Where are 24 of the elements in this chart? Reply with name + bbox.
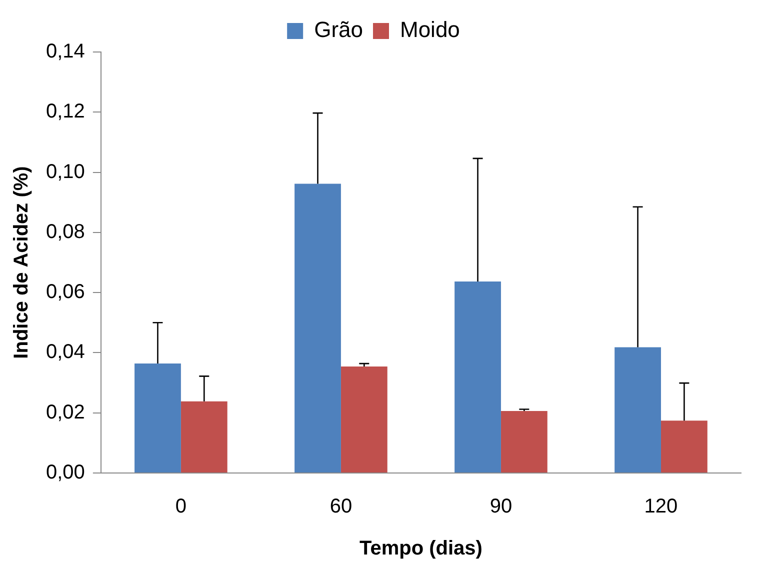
bar: [614, 347, 661, 472]
legend-label: Grão: [314, 17, 364, 42]
y-tick-label: 0,10: [46, 160, 85, 183]
bar: [340, 366, 388, 472]
bar: [454, 281, 501, 472]
y-tick-label: 0,14: [46, 40, 85, 63]
x-tick-label: 120: [644, 496, 678, 518]
y-tick-label: 0,04: [46, 341, 85, 364]
bar: [180, 401, 228, 472]
y-tick-label: 0,00: [46, 462, 85, 484]
x-tick-label: 90: [490, 496, 512, 518]
x-tick-label: 60: [330, 496, 352, 518]
legend-label: Moido: [400, 17, 460, 42]
bar: [660, 420, 708, 472]
bar: [500, 411, 548, 472]
x-tick-label: 0: [175, 496, 186, 518]
y-axis-title: Indice de Acidez (%): [10, 166, 33, 359]
bar: [294, 184, 341, 472]
y-tick-label: 0,06: [46, 281, 85, 304]
y-tick-label: 0,08: [46, 220, 85, 243]
bar: [134, 364, 181, 472]
x-axis-title: Tempo (dias): [359, 538, 482, 560]
y-tick-label: 0,12: [46, 100, 85, 123]
y-tick-label: 0,02: [46, 401, 85, 424]
